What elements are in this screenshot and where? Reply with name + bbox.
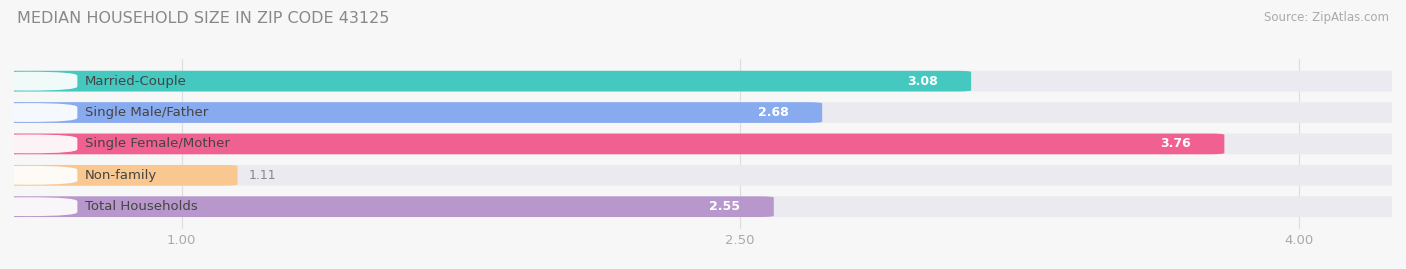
FancyBboxPatch shape	[0, 103, 77, 122]
FancyBboxPatch shape	[0, 196, 773, 217]
Text: Total Households: Total Households	[84, 200, 198, 213]
FancyBboxPatch shape	[0, 196, 1406, 217]
Text: MEDIAN HOUSEHOLD SIZE IN ZIP CODE 43125: MEDIAN HOUSEHOLD SIZE IN ZIP CODE 43125	[17, 11, 389, 26]
Text: 2.55: 2.55	[709, 200, 740, 213]
Text: 3.08: 3.08	[907, 75, 938, 88]
Text: 3.76: 3.76	[1160, 137, 1191, 150]
Text: Single Female/Mother: Single Female/Mother	[84, 137, 229, 150]
FancyBboxPatch shape	[0, 72, 77, 91]
Text: 2.68: 2.68	[758, 106, 789, 119]
FancyBboxPatch shape	[0, 165, 238, 186]
FancyBboxPatch shape	[0, 134, 1406, 154]
FancyBboxPatch shape	[0, 71, 1406, 91]
Text: Married-Couple: Married-Couple	[84, 75, 187, 88]
FancyBboxPatch shape	[0, 102, 1406, 123]
FancyBboxPatch shape	[0, 197, 77, 216]
FancyBboxPatch shape	[0, 102, 823, 123]
FancyBboxPatch shape	[0, 165, 1406, 186]
Text: Non-family: Non-family	[84, 169, 157, 182]
Text: Single Male/Father: Single Male/Father	[84, 106, 208, 119]
FancyBboxPatch shape	[0, 166, 77, 185]
FancyBboxPatch shape	[0, 134, 1225, 154]
Text: Source: ZipAtlas.com: Source: ZipAtlas.com	[1264, 11, 1389, 24]
FancyBboxPatch shape	[0, 134, 77, 153]
FancyBboxPatch shape	[0, 71, 972, 91]
Text: 1.11: 1.11	[249, 169, 277, 182]
